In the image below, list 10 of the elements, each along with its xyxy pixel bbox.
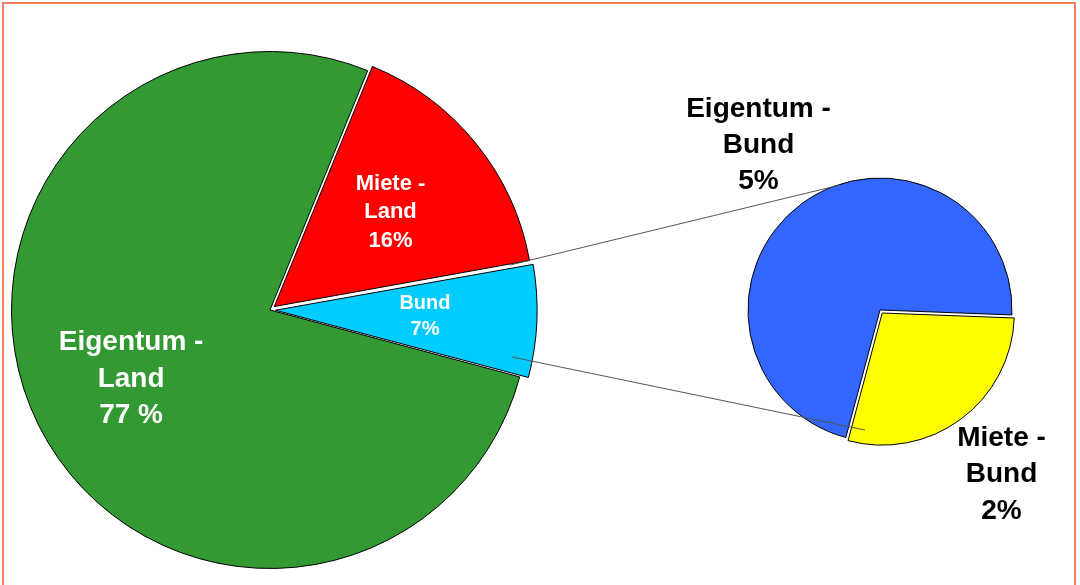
data-label: 77 % — [99, 398, 164, 430]
slice-label: Bund — [399, 291, 451, 314]
slice-label: Miete - Bund — [957, 420, 1046, 489]
data-label: 5% — [738, 164, 779, 196]
data-label: 16% — [368, 227, 413, 253]
data-label: 7% — [410, 317, 440, 340]
data-label: 2% — [981, 493, 1022, 525]
slice-label: Eigentum - Bund — [686, 91, 831, 160]
slice-label: Eigentum - Land — [58, 325, 204, 393]
slice-label: Miete - Land — [355, 169, 426, 224]
